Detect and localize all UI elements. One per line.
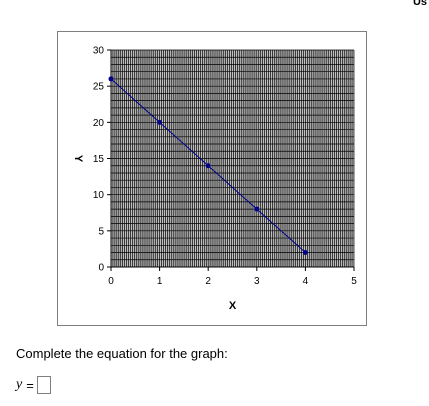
data-point [205,163,211,169]
line-chart: 0 5 10 15 20 25 30 0 1 2 3 4 5 X Y [72,46,357,313]
question-prompt: Complete the equation for the graph: [16,346,228,361]
x-tick-label: 4 [303,276,309,287]
x-axis-title: X [229,300,237,312]
y-tick-label: 25 [93,82,105,93]
equals-sign: = [26,377,34,393]
data-point [254,206,260,212]
answer-label: y [16,377,23,392]
y-tick-label: 10 [93,190,105,201]
y-tick-label: 5 [98,226,104,237]
x-tick-label: 1 [157,276,163,287]
y-tick-label: 0 [98,263,104,274]
y-tick-label: 15 [93,154,105,165]
y-tick-label: 20 [93,118,105,129]
data-point [108,76,114,82]
answer-row: y = [16,376,51,394]
y-tick-label: 30 [93,46,105,57]
equation-answer-input[interactable] [36,376,51,394]
corner-text: Us [412,0,427,8]
x-tick-label: 0 [108,276,114,287]
x-tick-label: 2 [205,276,211,287]
x-tick-label: 5 [351,276,357,287]
chart-frame: 0 5 10 15 20 25 30 0 1 2 3 4 5 X Y [57,31,367,326]
data-point [157,119,163,125]
y-axis-title: Y [72,155,84,163]
x-tick-label: 3 [254,276,260,287]
data-point [302,250,308,256]
